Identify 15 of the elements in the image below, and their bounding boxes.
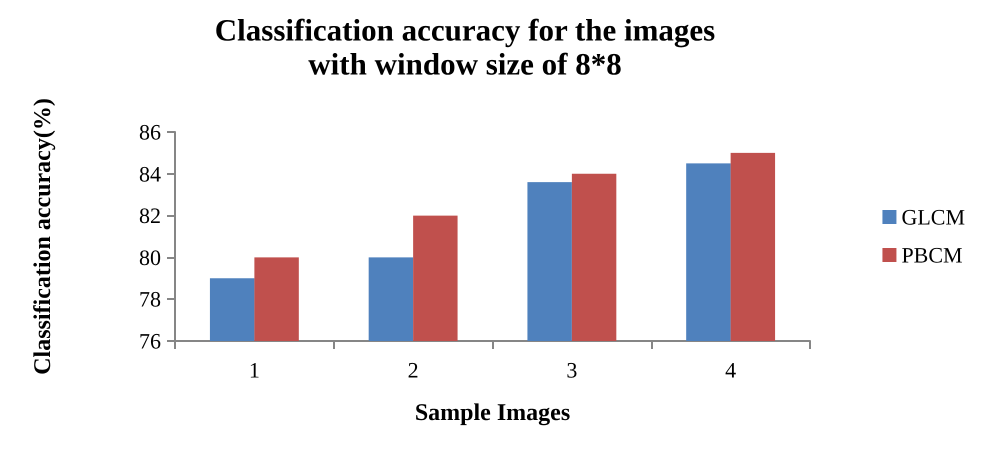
x-axis-title: Sample Images: [414, 400, 570, 426]
y-tick-label: 84: [139, 161, 161, 186]
x-tick-label: 2: [408, 358, 419, 382]
y-tick-label: 86: [139, 120, 161, 144]
x-tick-label: 4: [725, 358, 736, 382]
y-tick-label: 76: [139, 328, 161, 354]
x-tick-label: 1: [248, 358, 260, 382]
y-tick-label: 82: [139, 203, 161, 228]
y-tick-label: 78: [139, 286, 161, 312]
legend-label: PBCM: [901, 242, 963, 268]
legend-label: GLCM: [901, 204, 965, 230]
chart-title: Classification accuracy for the images with window size of 8*8: [214, 12, 716, 82]
x-tick-label: 3: [566, 358, 578, 382]
y-tick-label: 80: [139, 244, 161, 270]
y-axis-title: Classification accuracy(%): [30, 98, 56, 375]
